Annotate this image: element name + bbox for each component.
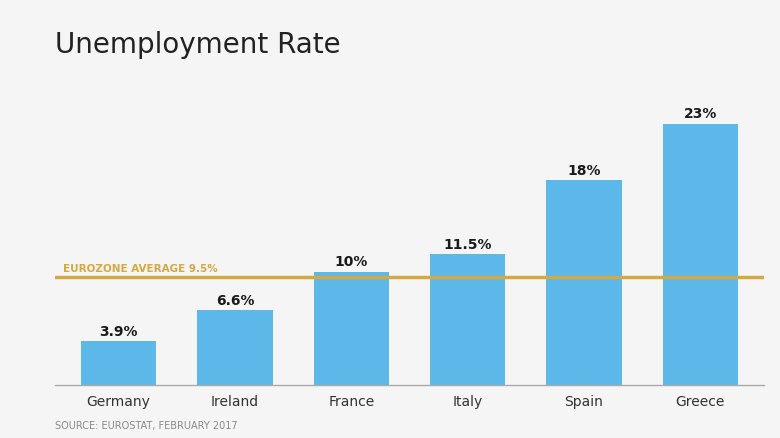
Text: 11.5%: 11.5% (444, 237, 492, 251)
Text: 6.6%: 6.6% (216, 293, 254, 307)
Bar (662, 124, 738, 385)
Bar (81, 341, 157, 385)
Text: SOURCE: EUROSTAT, FEBRUARY 2017: SOURCE: EUROSTAT, FEBRUARY 2017 (55, 420, 237, 430)
Bar (197, 311, 273, 385)
Bar (546, 181, 622, 385)
Bar (430, 255, 505, 385)
Text: Unemployment Rate: Unemployment Rate (55, 31, 340, 59)
Text: 3.9%: 3.9% (99, 324, 138, 338)
Text: 23%: 23% (684, 107, 717, 121)
Bar (314, 272, 389, 385)
Text: 18%: 18% (567, 164, 601, 178)
Text: 10%: 10% (335, 254, 368, 268)
Text: EUROZONE AVERAGE 9.5%: EUROZONE AVERAGE 9.5% (62, 264, 218, 274)
